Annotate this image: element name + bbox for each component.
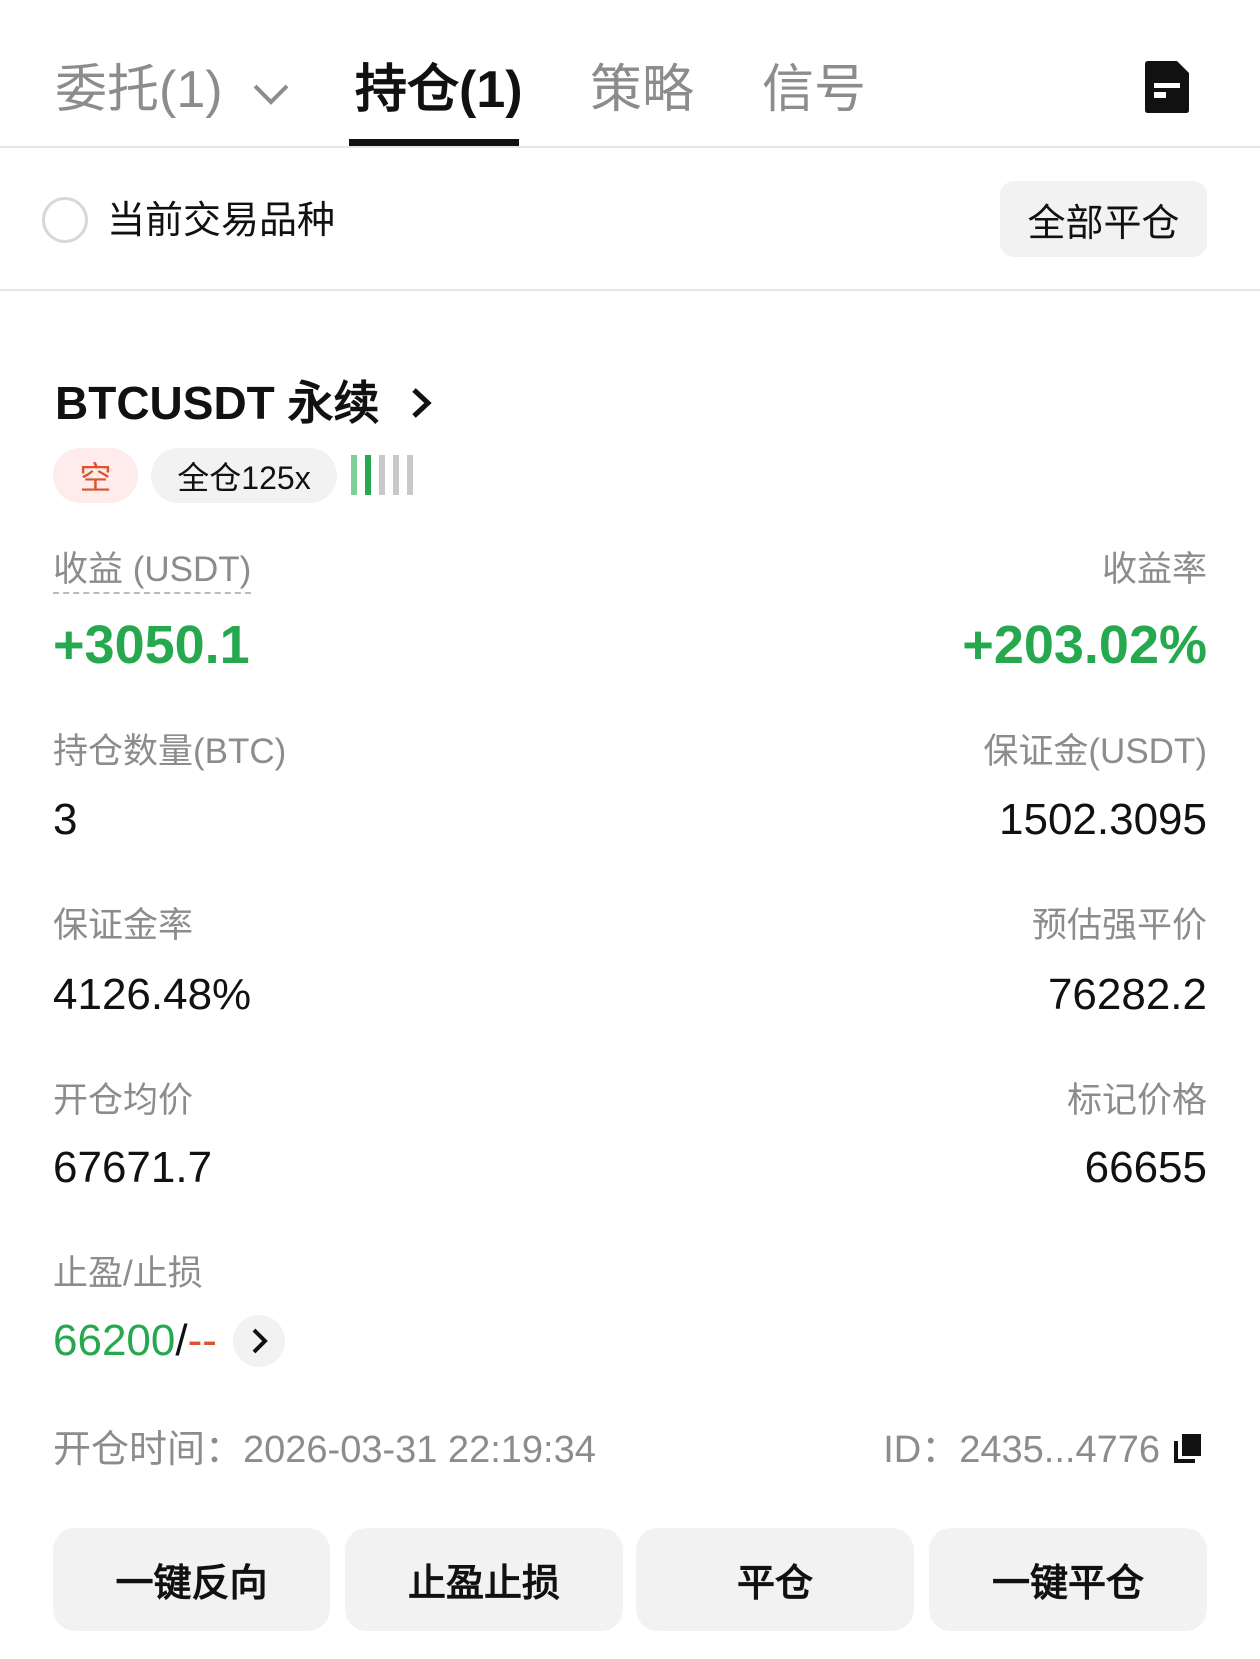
risk-bar bbox=[379, 455, 385, 495]
chevron-right-icon bbox=[252, 1328, 268, 1354]
tab-orders-label: 委托(1) bbox=[55, 61, 223, 119]
risk-bar bbox=[365, 455, 371, 495]
side-badge: 空 bbox=[53, 448, 138, 503]
document-icon[interactable] bbox=[1145, 61, 1189, 113]
pnl-label[interactable]: 收益 (USDT) bbox=[53, 548, 252, 594]
margin-label: 保证金(USDT) bbox=[983, 732, 1207, 771]
symbol-title: BTCUSDT 永续 bbox=[55, 377, 380, 429]
chevron-right-icon bbox=[411, 388, 432, 418]
tab-strategies[interactable]: 策略 bbox=[590, 61, 695, 119]
liq-price-label: 预估强平价 bbox=[1031, 906, 1207, 945]
quick-close-button[interactable]: 一键平仓 bbox=[929, 1528, 1207, 1631]
reverse-position-button[interactable]: 一键反向 bbox=[53, 1528, 330, 1631]
sl-value: -- bbox=[187, 1316, 217, 1365]
risk-level-bars bbox=[351, 455, 413, 495]
tab-positions[interactable]: 持仓(1) bbox=[355, 61, 523, 119]
position-id: ID：2435...4776 bbox=[883, 1429, 1160, 1471]
margin-ratio-value: 4126.48% bbox=[53, 970, 252, 1019]
close-position-button[interactable]: 平仓 bbox=[636, 1528, 914, 1631]
risk-bar bbox=[393, 455, 399, 495]
open-time: 开仓时间：2026-03-31 22:19:34 bbox=[53, 1429, 596, 1471]
divider bbox=[0, 289, 1260, 291]
tpsl-edit-button[interactable] bbox=[232, 1315, 285, 1367]
tab-orders[interactable]: 委托(1) bbox=[55, 58, 291, 122]
size-label: 持仓数量(BTC) bbox=[53, 732, 287, 771]
current-symbol-radio[interactable] bbox=[42, 197, 88, 243]
tab-signals[interactable]: 信号 bbox=[762, 61, 867, 119]
roi-value: +203.02% bbox=[962, 615, 1207, 675]
entry-price-label: 开仓均价 bbox=[53, 1081, 194, 1120]
tpsl-label: 止盈/止损 bbox=[53, 1254, 203, 1293]
current-symbol-label: 当前交易品种 bbox=[107, 200, 336, 242]
margin-value: 1502.3095 bbox=[999, 795, 1207, 844]
entry-price-value: 67671.7 bbox=[53, 1143, 213, 1192]
tpsl-row[interactable]: 66200/-- bbox=[53, 1314, 285, 1368]
mark-price-label: 标记价格 bbox=[1066, 1081, 1207, 1120]
risk-bar bbox=[407, 455, 413, 495]
chevron-down-icon bbox=[253, 84, 289, 106]
roi-label: 收益率 bbox=[1101, 550, 1207, 589]
tpsl-separator: / bbox=[175, 1316, 188, 1365]
margin-mode-badge[interactable]: 全仓125x bbox=[151, 448, 337, 503]
close-all-button[interactable]: 全部平仓 bbox=[1000, 181, 1207, 257]
symbol-link[interactable]: BTCUSDT 永续 bbox=[55, 376, 436, 430]
pnl-value: +3050.1 bbox=[53, 615, 250, 675]
risk-bar bbox=[351, 455, 357, 495]
tpsl-button[interactable]: 止盈止损 bbox=[345, 1528, 623, 1631]
liq-price-value: 76282.2 bbox=[1047, 970, 1207, 1019]
tp-value: 66200 bbox=[53, 1316, 176, 1365]
divider bbox=[0, 146, 1260, 148]
margin-ratio-label: 保证金率 bbox=[53, 906, 194, 945]
active-tab-indicator bbox=[349, 139, 519, 146]
mark-price-value: 66655 bbox=[1084, 1143, 1207, 1192]
size-value: 3 bbox=[53, 795, 78, 844]
copy-icon[interactable] bbox=[1173, 1432, 1203, 1464]
